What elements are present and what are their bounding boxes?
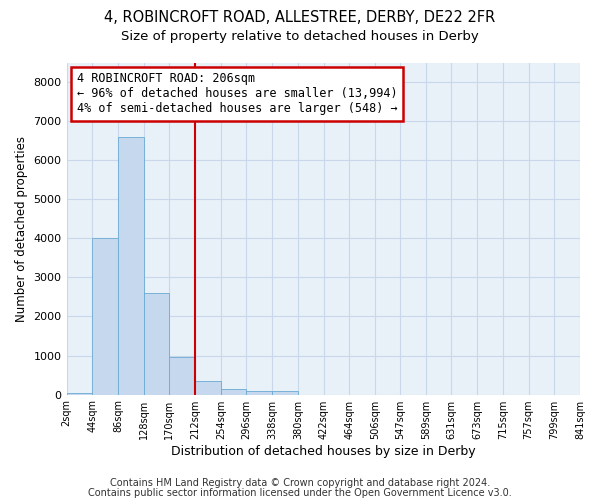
Bar (221, 388, 247, 394)
Y-axis label: Number of detached properties: Number of detached properties (15, 136, 28, 322)
Bar (92, 238, 118, 394)
Text: Contains HM Land Registry data © Crown copyright and database right 2024.: Contains HM Land Registry data © Crown c… (110, 478, 490, 488)
Bar (169, 358, 195, 395)
Text: Contains public sector information licensed under the Open Government Licence v3: Contains public sector information licen… (88, 488, 512, 498)
Bar (195, 381, 221, 394)
Bar (143, 293, 169, 394)
X-axis label: Distribution of detached houses by size in Derby: Distribution of detached houses by size … (171, 444, 476, 458)
Text: 4 ROBINCROFT ROAD: 206sqm
← 96% of detached houses are smaller (13,994)
4% of se: 4 ROBINCROFT ROAD: 206sqm ← 96% of detac… (77, 72, 397, 116)
Text: 4, ROBINCROFT ROAD, ALLESTREE, DERBY, DE22 2FR: 4, ROBINCROFT ROAD, ALLESTREE, DERBY, DE… (104, 10, 496, 25)
Bar (272, 390, 298, 394)
Bar (67, 392, 92, 394)
Bar (118, 136, 143, 394)
Text: Size of property relative to detached houses in Derby: Size of property relative to detached ho… (121, 30, 479, 43)
Bar (247, 390, 272, 394)
